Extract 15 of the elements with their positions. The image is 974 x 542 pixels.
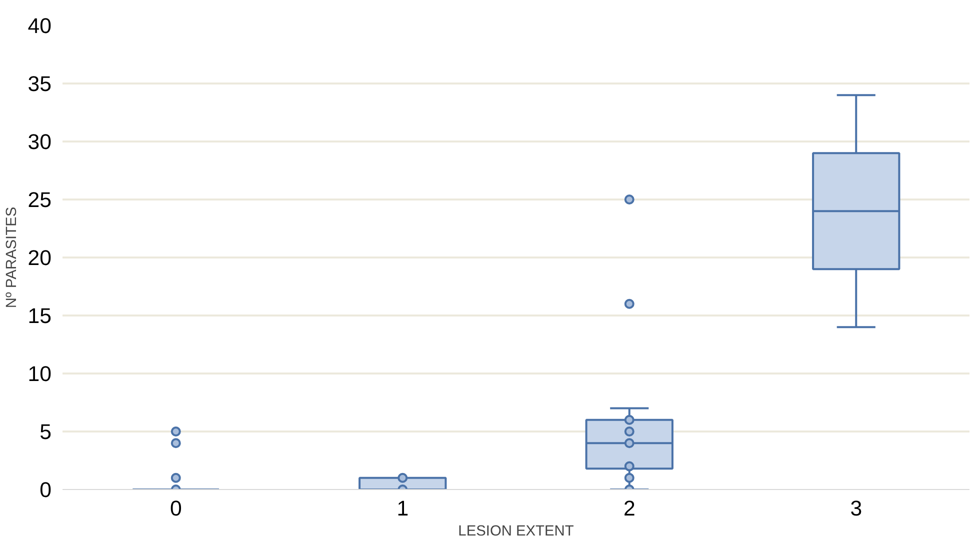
- y-tick-label: 35: [28, 72, 52, 96]
- x-tick-label: 1: [396, 496, 409, 520]
- y-axis-title: Nº PARASITES: [4, 206, 20, 308]
- y-tick-label: 20: [28, 246, 52, 270]
- x-tick-label: 2: [623, 496, 636, 520]
- x-axis-title: LESION EXTENT: [458, 524, 574, 540]
- y-tick-label: 30: [28, 130, 52, 154]
- y-tick-label: 25: [28, 188, 52, 212]
- y-tick-label: 0: [40, 478, 52, 502]
- y-tick-label: 5: [40, 420, 52, 444]
- x-tick-label: 0: [170, 496, 182, 520]
- x-tick-label: 3: [850, 496, 862, 520]
- y-tick-label: 40: [28, 14, 52, 38]
- y-tick-label: 15: [28, 304, 52, 328]
- y-tick-label: 10: [28, 362, 52, 386]
